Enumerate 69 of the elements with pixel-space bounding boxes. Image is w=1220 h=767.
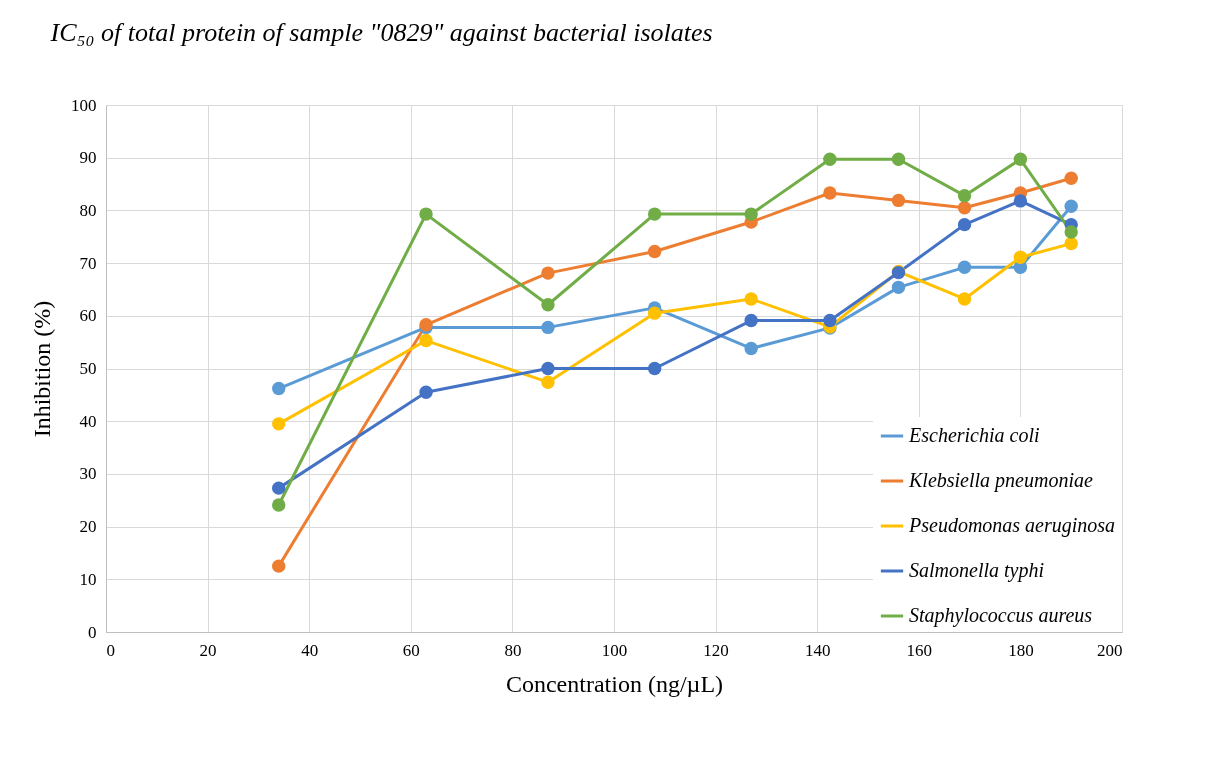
point xyxy=(1064,199,1078,213)
point xyxy=(891,193,906,208)
y-tick-label: 70 xyxy=(79,253,97,273)
point xyxy=(272,481,286,495)
point xyxy=(891,280,906,295)
x-tick-label: 0 xyxy=(106,640,115,660)
point xyxy=(1064,225,1078,239)
x-tick-label: 80 xyxy=(504,640,522,660)
y-tick-label: 50 xyxy=(79,359,97,378)
point xyxy=(541,320,555,335)
point xyxy=(957,188,972,203)
y-tick-label: 60 xyxy=(79,306,97,326)
point xyxy=(1013,250,1028,264)
y-tick-label: 10 xyxy=(79,569,97,589)
y-axis-title: Inhibition (%) xyxy=(29,300,55,438)
point xyxy=(1064,236,1078,251)
point xyxy=(647,207,662,221)
point xyxy=(419,333,433,348)
point xyxy=(957,217,972,232)
y-tick-label: 40 xyxy=(79,411,97,431)
x-tick-label: 140 xyxy=(804,640,831,660)
point xyxy=(957,201,972,215)
y-tick-label: 0 xyxy=(88,622,97,642)
x-tick-label: 40 xyxy=(301,640,319,660)
legend-label: Escherichia coli xyxy=(908,424,1040,446)
x-tick-label: 160 xyxy=(906,640,933,660)
point xyxy=(647,306,662,320)
y-tick-label: 30 xyxy=(79,464,97,484)
point xyxy=(272,417,286,431)
point xyxy=(541,298,555,312)
point xyxy=(823,186,837,200)
point xyxy=(1013,194,1028,208)
y-tick-label: 80 xyxy=(79,200,97,220)
point xyxy=(891,152,906,166)
y-tick-label: 90 xyxy=(79,148,97,168)
x-tick-label: 180 xyxy=(1008,640,1034,660)
point xyxy=(744,292,758,306)
point xyxy=(541,266,555,280)
x-tick-label: 100 xyxy=(601,640,628,660)
point xyxy=(419,207,433,221)
point xyxy=(823,152,837,166)
x-axis-title: Concentration (ng/µL) xyxy=(505,670,724,697)
chart-title: IC₅₀ of total protein of sample "0829" against bacterial isolates xyxy=(49,18,713,47)
point xyxy=(272,498,286,512)
point xyxy=(647,244,662,259)
point xyxy=(1064,171,1078,185)
legend-label: Klebsiella pneumoniae xyxy=(908,469,1093,492)
point xyxy=(957,260,972,275)
point xyxy=(1013,152,1028,166)
point xyxy=(272,559,286,573)
point xyxy=(541,375,555,389)
x-tick-label: 200 xyxy=(1097,640,1123,660)
legend-label: Staphylococcus aureus xyxy=(909,604,1093,627)
point xyxy=(541,361,555,376)
x-tick-label: 20 xyxy=(199,640,217,660)
point xyxy=(957,292,972,306)
legend-label: Salmonella typhi xyxy=(909,559,1044,582)
x-tick-label: 60 xyxy=(402,640,420,660)
point xyxy=(272,381,286,396)
point xyxy=(647,361,662,376)
y-tick-label: 20 xyxy=(79,517,97,537)
point xyxy=(419,385,433,399)
point xyxy=(744,313,758,328)
y-tick-label: 100 xyxy=(71,95,97,115)
point xyxy=(744,341,758,356)
legend-label: Pseudomonas aeruginosa xyxy=(908,514,1116,537)
point xyxy=(823,313,837,328)
x-tick-label: 120 xyxy=(703,640,729,660)
point xyxy=(744,207,758,221)
